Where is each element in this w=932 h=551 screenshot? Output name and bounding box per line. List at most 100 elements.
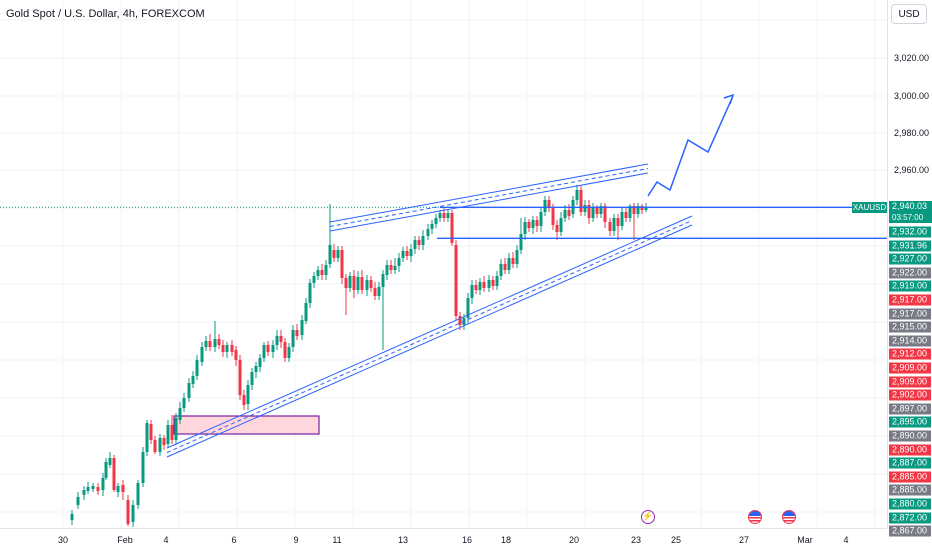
candle-up bbox=[191, 376, 195, 384]
current-price-value: 2,940.03 bbox=[892, 201, 928, 211]
candle-up bbox=[254, 366, 258, 372]
candle-up bbox=[499, 264, 503, 276]
candle-down bbox=[616, 218, 620, 226]
candle-down bbox=[170, 425, 174, 440]
candle-up bbox=[204, 341, 208, 347]
price-level-label: 2,885.00 bbox=[889, 484, 931, 496]
candle-up bbox=[385, 265, 389, 275]
candle-down bbox=[458, 316, 462, 325]
candle-up bbox=[628, 206, 632, 218]
candle-up bbox=[377, 287, 381, 296]
price-level-label: 2,917.00 bbox=[889, 294, 931, 306]
candle-up bbox=[258, 358, 262, 367]
candle-up bbox=[187, 383, 191, 398]
candle-down bbox=[587, 205, 591, 218]
chart-area[interactable]: Gold Spot / U.S. Dollar, 4h, FOREXCOM XA… bbox=[0, 0, 887, 528]
time-axis[interactable]: 30 Feb 4 6 9 11 13 16 18 20 23 25 27 Mar 4 bbox=[0, 528, 887, 551]
price-level-label: 2,887.00 bbox=[889, 457, 931, 469]
time-tick-label: 4 bbox=[843, 535, 849, 545]
candle-up bbox=[70, 514, 74, 520]
projection-path bbox=[647, 95, 734, 197]
candle-down bbox=[547, 200, 551, 208]
time-tick-label: 18 bbox=[500, 535, 512, 545]
lower-channel-inner bbox=[166, 224, 693, 458]
candle-up bbox=[381, 274, 385, 287]
candle-up bbox=[356, 277, 360, 290]
price-tick-label: 2,960.00 bbox=[894, 165, 930, 175]
candle-down bbox=[112, 458, 116, 490]
time-tick-label: 23 bbox=[630, 535, 642, 545]
time-tick-label: 6 bbox=[231, 535, 237, 545]
currency-button[interactable]: USD bbox=[891, 4, 927, 24]
price-axis[interactable]: USD 3,020.00 3,000.00 2,980.00 2,960.00 2,9… bbox=[887, 0, 932, 537]
candle-down bbox=[450, 213, 454, 243]
candle-up bbox=[531, 220, 535, 228]
candle-down bbox=[373, 288, 377, 296]
projection-arrowhead bbox=[723, 93, 735, 105]
candle-up bbox=[82, 490, 86, 495]
candle-up bbox=[116, 486, 120, 492]
candle-up bbox=[523, 222, 527, 234]
candle-down bbox=[474, 285, 478, 290]
candle-up bbox=[470, 285, 474, 298]
flash-icon[interactable]: ⚡ bbox=[641, 510, 655, 524]
candle-up bbox=[86, 487, 90, 491]
us-flag-icon[interactable] bbox=[782, 510, 796, 524]
us-flag-icon[interactable] bbox=[748, 510, 762, 524]
candle-up bbox=[158, 438, 162, 452]
time-tick-label: 13 bbox=[397, 535, 409, 545]
candle-down bbox=[242, 395, 246, 405]
price-level-label: 2,885.00 bbox=[889, 471, 931, 483]
chart-canvas[interactable] bbox=[0, 0, 887, 528]
price-level-label: 2,931.96 bbox=[889, 240, 931, 252]
candle-up bbox=[76, 497, 80, 505]
lower-channel-outer bbox=[166, 215, 693, 449]
price-level-label: 2,915.00 bbox=[889, 321, 931, 333]
candle-up bbox=[421, 236, 425, 245]
demand-zone bbox=[173, 415, 320, 435]
candle-down bbox=[640, 206, 644, 210]
candle-up bbox=[438, 213, 442, 218]
candle-up bbox=[336, 250, 340, 258]
candle-down bbox=[320, 270, 324, 275]
candle-up bbox=[365, 280, 369, 290]
candle-up bbox=[612, 218, 616, 231]
candle-up bbox=[104, 462, 108, 478]
candle-down bbox=[595, 208, 599, 214]
candle-up bbox=[101, 478, 105, 490]
candle-down bbox=[126, 500, 130, 524]
price-level-label: 2,890.00 bbox=[889, 444, 931, 456]
candle-down bbox=[238, 360, 242, 395]
candle-down bbox=[208, 341, 212, 347]
upper-channel-outer bbox=[329, 163, 649, 223]
time-tick-label: 4 bbox=[163, 535, 169, 545]
candle-down bbox=[551, 208, 555, 225]
price-level-label: 2,912.00 bbox=[889, 348, 931, 360]
candle-down bbox=[234, 350, 238, 360]
candle-up bbox=[225, 345, 229, 352]
candle-up bbox=[507, 258, 511, 270]
candle-down bbox=[332, 250, 336, 258]
candle-up bbox=[308, 283, 312, 303]
price-level-label: 2,897.00 bbox=[889, 403, 931, 415]
candle-down bbox=[608, 222, 612, 231]
candle-down bbox=[149, 424, 153, 440]
candle-up bbox=[583, 205, 587, 212]
candle-down bbox=[442, 213, 446, 218]
candle-down bbox=[624, 212, 628, 218]
candle-down bbox=[527, 222, 531, 228]
lower-channel-middle bbox=[166, 220, 693, 453]
candle-up bbox=[304, 303, 308, 321]
bar-countdown: 03:57:00 bbox=[892, 213, 924, 222]
candle-down bbox=[405, 251, 409, 256]
candle-down bbox=[121, 485, 125, 492]
candle-up bbox=[141, 452, 145, 483]
time-tick-label: Mar bbox=[797, 535, 813, 545]
price-level-label: 2,909.00 bbox=[889, 376, 931, 388]
candle-down bbox=[555, 225, 559, 232]
price-level-label: 2,890.00 bbox=[889, 430, 931, 442]
candle-up bbox=[644, 207, 648, 210]
candle-down bbox=[96, 487, 100, 491]
candle-down bbox=[162, 438, 166, 445]
candle-up bbox=[599, 206, 603, 214]
